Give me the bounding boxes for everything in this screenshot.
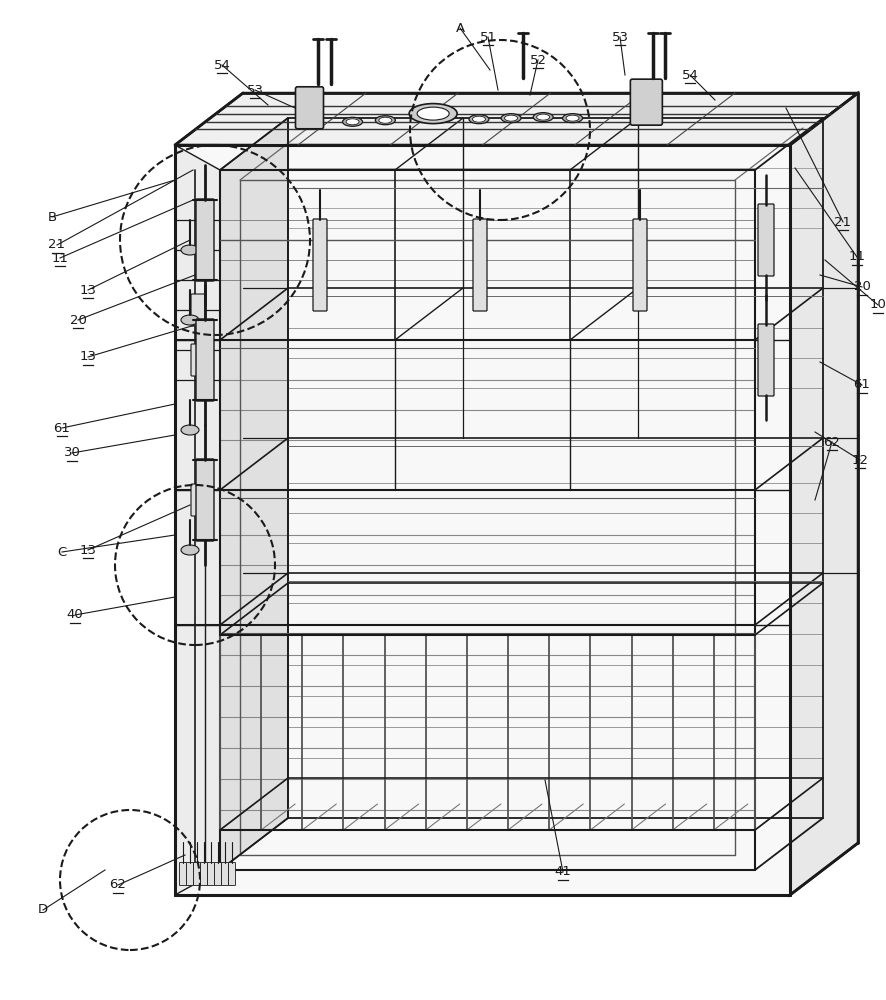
Text: 61: 61 bbox=[53, 422, 70, 434]
Text: A: A bbox=[455, 22, 464, 35]
Ellipse shape bbox=[562, 114, 582, 123]
Text: 21: 21 bbox=[49, 238, 66, 251]
FancyBboxPatch shape bbox=[196, 199, 214, 281]
Ellipse shape bbox=[472, 116, 485, 122]
Text: 11: 11 bbox=[848, 250, 865, 263]
Text: C: C bbox=[58, 546, 66, 558]
FancyBboxPatch shape bbox=[633, 219, 646, 311]
Ellipse shape bbox=[532, 113, 553, 122]
Text: D: D bbox=[38, 903, 48, 916]
Text: 53: 53 bbox=[610, 31, 628, 44]
FancyBboxPatch shape bbox=[222, 862, 229, 886]
Ellipse shape bbox=[375, 116, 395, 125]
FancyBboxPatch shape bbox=[179, 862, 186, 886]
Text: 53: 53 bbox=[246, 84, 263, 97]
FancyBboxPatch shape bbox=[193, 862, 200, 886]
FancyBboxPatch shape bbox=[196, 459, 214, 541]
Ellipse shape bbox=[342, 117, 362, 126]
Text: 12: 12 bbox=[851, 454, 867, 466]
FancyBboxPatch shape bbox=[190, 294, 205, 326]
Ellipse shape bbox=[181, 425, 198, 435]
FancyBboxPatch shape bbox=[229, 862, 236, 886]
FancyBboxPatch shape bbox=[190, 484, 205, 516]
Polygon shape bbox=[175, 145, 789, 895]
Ellipse shape bbox=[181, 315, 198, 325]
Text: 61: 61 bbox=[852, 378, 869, 391]
Text: 11: 11 bbox=[51, 251, 68, 264]
Text: 13: 13 bbox=[80, 544, 97, 556]
FancyBboxPatch shape bbox=[630, 79, 662, 125]
Text: 40: 40 bbox=[66, 608, 83, 621]
FancyBboxPatch shape bbox=[214, 862, 222, 886]
FancyBboxPatch shape bbox=[295, 87, 323, 129]
Ellipse shape bbox=[181, 545, 198, 555]
Text: 41: 41 bbox=[554, 865, 571, 878]
Text: 20: 20 bbox=[69, 314, 86, 326]
Text: 20: 20 bbox=[852, 280, 869, 294]
FancyBboxPatch shape bbox=[190, 344, 205, 376]
Text: 62: 62 bbox=[822, 436, 840, 448]
Ellipse shape bbox=[501, 114, 520, 123]
Text: 13: 13 bbox=[80, 284, 97, 296]
Ellipse shape bbox=[378, 117, 392, 123]
Ellipse shape bbox=[469, 115, 488, 124]
Ellipse shape bbox=[565, 115, 579, 121]
Polygon shape bbox=[220, 118, 288, 870]
Polygon shape bbox=[789, 93, 857, 895]
FancyBboxPatch shape bbox=[196, 319, 214, 401]
Ellipse shape bbox=[181, 245, 198, 255]
FancyBboxPatch shape bbox=[758, 324, 773, 396]
Ellipse shape bbox=[416, 107, 448, 120]
Text: 54: 54 bbox=[680, 69, 697, 82]
Ellipse shape bbox=[408, 104, 456, 124]
FancyBboxPatch shape bbox=[207, 862, 214, 886]
Polygon shape bbox=[175, 145, 220, 895]
Text: B: B bbox=[47, 211, 57, 224]
Polygon shape bbox=[175, 93, 857, 145]
FancyBboxPatch shape bbox=[472, 219, 486, 311]
Text: 10: 10 bbox=[868, 298, 885, 312]
Ellipse shape bbox=[346, 119, 359, 125]
FancyBboxPatch shape bbox=[313, 219, 327, 311]
Text: 13: 13 bbox=[80, 351, 97, 363]
Text: 30: 30 bbox=[64, 446, 81, 460]
Ellipse shape bbox=[536, 114, 549, 120]
FancyBboxPatch shape bbox=[200, 862, 207, 886]
Text: 62: 62 bbox=[110, 878, 127, 892]
Text: 54: 54 bbox=[214, 59, 230, 72]
Ellipse shape bbox=[504, 115, 517, 121]
Text: 51: 51 bbox=[479, 31, 496, 44]
FancyBboxPatch shape bbox=[758, 204, 773, 276]
Text: 52: 52 bbox=[529, 54, 546, 67]
Text: 21: 21 bbox=[834, 216, 851, 229]
FancyBboxPatch shape bbox=[186, 862, 193, 886]
